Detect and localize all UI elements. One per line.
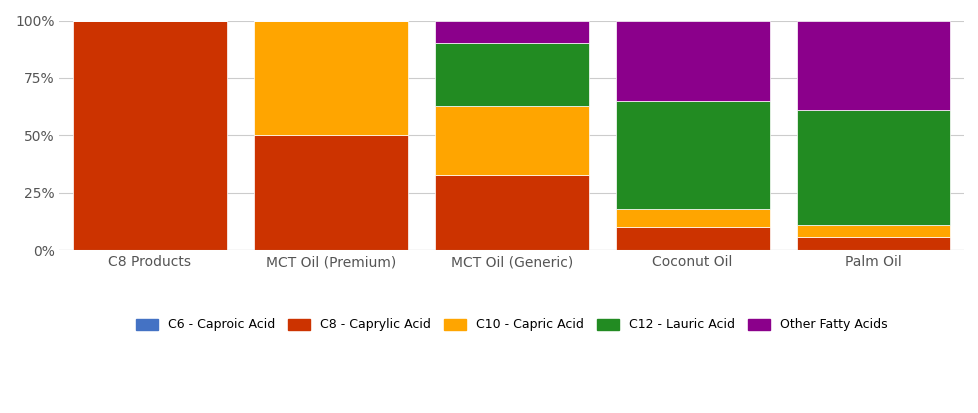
Bar [796,237,950,250]
Bar [796,21,950,110]
Bar [434,106,588,175]
Bar [253,21,407,135]
Bar [253,135,407,250]
Bar [434,43,588,106]
Bar [72,21,227,250]
Legend: C6 - Caproic Acid, C8 - Caprylic Acid, C10 - Capric Acid, C12 - Lauric Acid, Oth: C6 - Caproic Acid, C8 - Caprylic Acid, C… [136,318,887,332]
Bar [796,225,950,237]
Bar [796,110,950,225]
Bar [615,21,769,101]
Bar [434,21,588,43]
Bar [615,101,769,209]
Bar [615,209,769,228]
Bar [434,175,588,250]
Bar [615,228,769,250]
